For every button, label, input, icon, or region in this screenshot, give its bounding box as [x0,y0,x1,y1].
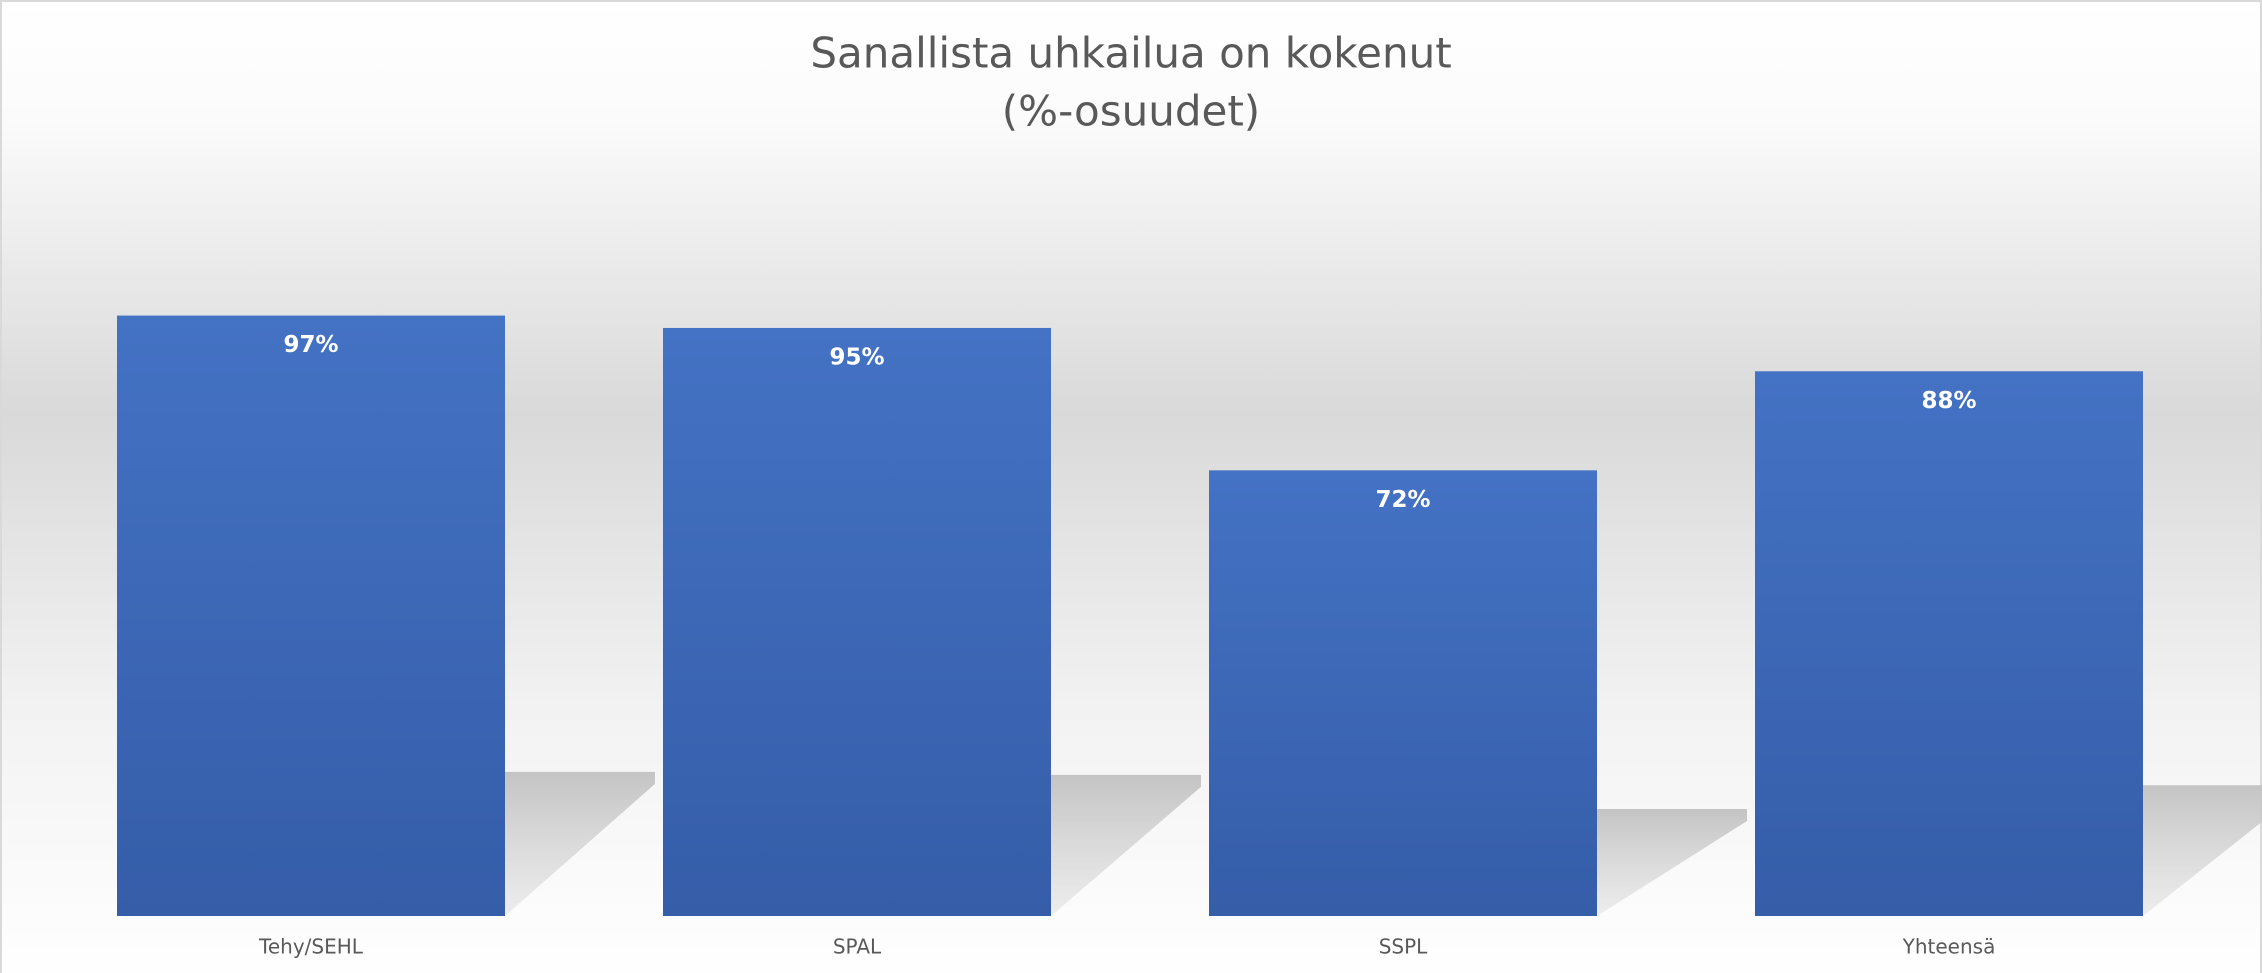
value-label: 97% [283,332,338,358]
x-tick-label: SPAL [833,935,882,959]
x-tick-label: SSPL [1379,935,1428,959]
x-tick-label: Yhteensä [1902,935,1996,959]
bar-shadow [1597,809,1747,916]
value-label: 88% [1921,388,1976,414]
bar-shadow [2143,785,2262,916]
bar-shadow [505,771,655,916]
shadows [505,771,2262,916]
value-label: 72% [1375,487,1430,513]
chart-title: Sanallista uhkailua on kokenut [810,29,1451,78]
bar [1755,371,2143,916]
bar-shadow [1051,774,1201,916]
bar [663,327,1051,916]
bar [117,315,505,916]
bar [1209,470,1597,916]
chart-subtitle: (%-osuudet) [1002,87,1260,136]
x-tick-label: Tehy/SEHL [258,935,364,959]
value-label: 95% [829,344,884,370]
